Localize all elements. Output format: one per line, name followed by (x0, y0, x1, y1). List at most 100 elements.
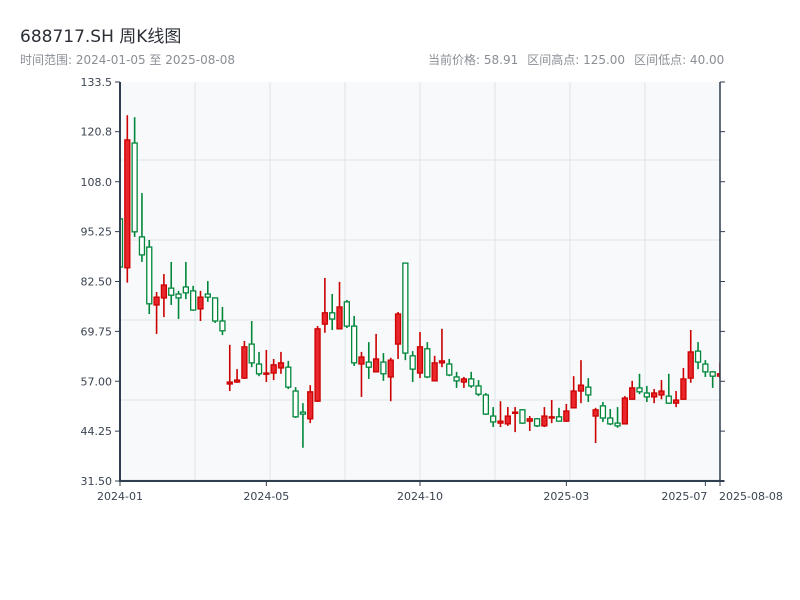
candle-body (658, 390, 665, 396)
candle-body (424, 348, 431, 378)
candle-down (219, 306, 226, 336)
x-tick-label: 2025-03 (543, 490, 589, 503)
x-tick-label: 2024-01 (97, 490, 143, 503)
candle-up (526, 416, 533, 431)
candle-body (650, 392, 658, 398)
candle-body (533, 418, 541, 427)
candle-up (277, 351, 285, 374)
candle-up (153, 292, 160, 334)
candle-down (424, 342, 431, 379)
candle-up (621, 396, 629, 425)
candle-body (416, 346, 424, 374)
candle-up (358, 351, 365, 397)
candle-body (241, 346, 248, 379)
candle-body (643, 392, 650, 398)
candle-up (577, 360, 585, 404)
candle-up (497, 401, 504, 428)
candle-body (446, 363, 453, 376)
candle-down (585, 378, 592, 402)
candle-body (614, 422, 621, 427)
candle-down (482, 392, 490, 415)
candle-down (350, 315, 358, 366)
candle-up (672, 391, 680, 408)
candle-body (299, 411, 307, 415)
x-tick-label: 2024-05 (243, 490, 289, 503)
candle-up (511, 407, 519, 433)
candle-body (490, 415, 497, 423)
candle-body (585, 386, 592, 396)
candle-body (146, 246, 153, 305)
candle-body (577, 384, 585, 392)
candle-body (226, 381, 233, 385)
candle-down (380, 353, 387, 381)
candle-up (124, 115, 131, 283)
candle-up (687, 330, 694, 383)
candle-body (175, 293, 182, 299)
candle-body (153, 296, 160, 306)
candle-body (621, 397, 629, 425)
candle-down (490, 407, 497, 428)
candle-up (270, 358, 277, 381)
candle-body (285, 366, 292, 388)
candle-body (219, 320, 226, 332)
current-price: 当前价格: 58.91 (428, 53, 519, 67)
candle-body (372, 358, 380, 373)
candle-body (541, 415, 548, 427)
candle-body (468, 378, 475, 387)
y-tick-label: 120.8 (81, 126, 113, 139)
candle-body (190, 290, 197, 311)
candle-body (702, 363, 709, 373)
y-tick-label: 69.75 (81, 325, 113, 338)
candle-down (614, 407, 621, 428)
candle-body (131, 142, 138, 233)
candle-down (475, 380, 482, 397)
candle-up (160, 274, 168, 318)
candle-up (716, 362, 720, 379)
candle-body (694, 350, 702, 363)
candle-body (387, 359, 394, 378)
candle-down (168, 261, 175, 305)
y-tick-label: 95.25 (81, 226, 113, 239)
candle-down (607, 409, 614, 426)
range-low: 区间低点: 40.00 (634, 53, 725, 67)
candle-body (270, 364, 277, 374)
candle-up (431, 355, 438, 382)
candle-body (138, 236, 146, 256)
candle-body (255, 363, 263, 375)
candle-body (211, 297, 219, 322)
x-tick-label: 2025-07 (661, 490, 707, 503)
candle-body (182, 286, 190, 294)
candle-body (482, 394, 490, 415)
candle-down (519, 409, 526, 424)
candle-body (343, 301, 350, 327)
x-tick-label: 2024-10 (397, 490, 443, 503)
candle-body (292, 390, 299, 418)
candle-body (636, 387, 643, 393)
candle-down (446, 358, 453, 377)
candle-body (233, 379, 241, 383)
candle-body (687, 351, 694, 379)
candle-up (394, 312, 402, 359)
date-range: 时间范围: 2024-01-05 至 2025-08-08 (20, 53, 235, 67)
candle-up (680, 367, 687, 400)
candle-down (343, 299, 350, 329)
candle-up (592, 407, 599, 444)
candle-body (314, 328, 321, 402)
candle-down (146, 240, 153, 314)
candle-up (263, 349, 270, 383)
candle-up (416, 331, 424, 379)
candle-body (555, 416, 563, 422)
candle-down (665, 373, 672, 404)
candle-body (394, 313, 402, 345)
candle-body (321, 312, 329, 325)
candle-body (168, 287, 175, 296)
candle-down (120, 216, 124, 268)
candle-down (204, 281, 211, 302)
candle-body (329, 312, 336, 320)
candle-up (658, 380, 665, 400)
candle-body (607, 417, 614, 425)
candle-body (460, 378, 468, 383)
candle-up (226, 344, 233, 392)
candle-down (636, 373, 643, 395)
candle-down (533, 418, 541, 428)
